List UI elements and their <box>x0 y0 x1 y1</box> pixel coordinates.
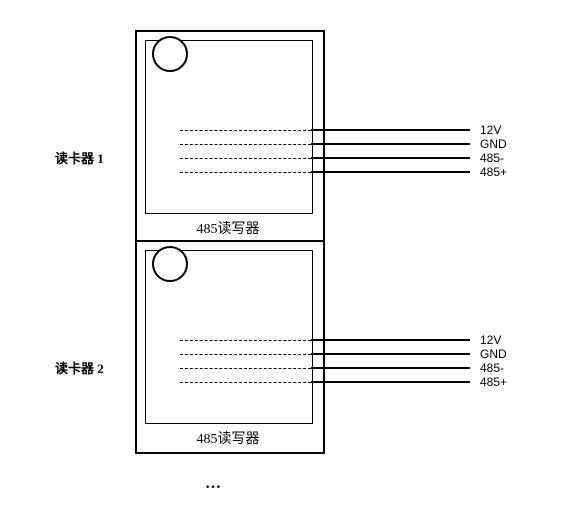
wire-solid-1-3 <box>311 157 470 159</box>
wire-solid-2-3 <box>311 367 470 369</box>
wire-solid-1-2 <box>311 143 470 145</box>
reader-box-label-1: 485读写器 <box>135 218 321 238</box>
reader-led-1 <box>152 36 188 72</box>
wire-label-1-2: GND <box>480 137 507 151</box>
wire-label-1-4: 485+ <box>480 165 507 179</box>
wire-label-2-2: GND <box>480 347 507 361</box>
wire-label-2-4: 485+ <box>480 375 507 389</box>
wire-label-2-3: 485- <box>480 361 504 375</box>
reader-side-label-2: 读卡器 2 <box>55 358 104 377</box>
wire-solid-2-1 <box>311 339 470 341</box>
wire-label-1-3: 485- <box>480 151 504 165</box>
wire-solid-1-4 <box>311 171 470 173</box>
wire-dashed-2-1 <box>180 340 311 341</box>
wiring-diagram: 485读写器读卡器 112VGND485-485+485读写器读卡器 212VG… <box>0 0 563 514</box>
wire-dashed-1-1 <box>180 130 311 131</box>
ellipsis: … <box>205 475 223 493</box>
wire-dashed-2-4 <box>180 382 311 383</box>
wire-dashed-1-3 <box>180 158 311 159</box>
wire-dashed-2-3 <box>180 368 311 369</box>
wire-label-2-1: 12V <box>480 333 501 347</box>
reader-side-label-1: 读卡器 1 <box>55 148 104 167</box>
wire-solid-1-1 <box>311 129 470 131</box>
wire-dashed-1-4 <box>180 172 311 173</box>
wire-dashed-1-2 <box>180 144 311 145</box>
wire-solid-2-2 <box>311 353 470 355</box>
reader-led-2 <box>152 246 188 282</box>
wire-label-1-1: 12V <box>480 123 501 137</box>
reader-box-label-2: 485读写器 <box>135 428 321 448</box>
wire-solid-2-4 <box>311 381 470 383</box>
wire-dashed-2-2 <box>180 354 311 355</box>
